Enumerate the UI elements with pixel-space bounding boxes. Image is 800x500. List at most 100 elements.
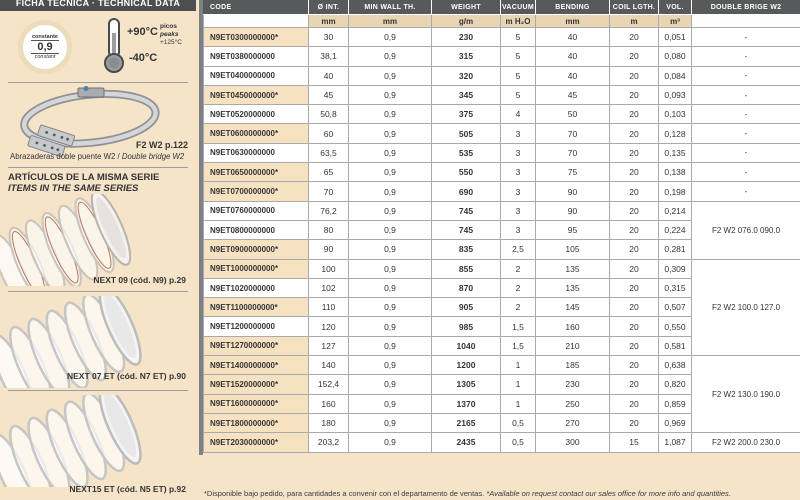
spec-cell: 0,103 <box>658 104 692 125</box>
code-cell: N9ET0300000000* <box>203 26 309 48</box>
code-cell: N9ET1800000000* <box>203 412 309 434</box>
col-header-bending: BENDING <box>535 0 610 15</box>
spec-cell: 210 <box>535 335 610 357</box>
code-cell: N9ET0700000000* <box>203 181 309 202</box>
spec-cell: 20 <box>609 335 659 357</box>
spec-cell: 855 <box>431 258 501 279</box>
spec-cell: 20 <box>609 277 659 299</box>
spec-cell: 3 <box>500 219 536 241</box>
col-header-weight: WEIGHT <box>431 0 501 15</box>
spec-cell: 0,859 <box>658 393 692 414</box>
spec-cell: 135 <box>535 258 610 279</box>
temp-min: -40°C <box>129 52 158 64</box>
technical-data-header: FICHA TÉCNICA · TECHNICAL DATA <box>0 0 196 11</box>
spec-cell: 45 <box>308 84 349 106</box>
spec-cell: 0,9 <box>348 355 432 376</box>
spec-cell: 20 <box>609 26 659 48</box>
bridge-cell: - <box>691 46 800 67</box>
footnote-en: *Available on request contact our sales … <box>486 489 731 498</box>
spec-cell: 20 <box>609 65 659 86</box>
spec-cell: 690 <box>431 181 501 202</box>
code-cell: N9ET0400000000 <box>203 65 309 86</box>
spec-cell: 20 <box>609 46 659 67</box>
spec-cell: 20 <box>609 219 659 241</box>
technical-data-title: FICHA TÉCNICA · TECHNICAL DATA <box>15 0 181 8</box>
spec-table: CODE Ø INT. MIN WALL TH. WEIGHT VACUUM B… <box>203 0 800 453</box>
table-row: N9ET0630000000 63,5 0,9 535 3 70 20 0,135- <box>203 142 800 164</box>
table-row: N9ET1000000000* 100 0,9 855 2 135 20 0,309 F2 W2… <box>203 258 800 357</box>
spec-cell: 1040 <box>431 335 501 357</box>
table-row: N9ET0300000000* 30 0,9 230 5 40 20 0,051- <box>203 26 800 48</box>
code-cell: N9ET1520000000* <box>203 374 309 395</box>
divider <box>8 82 188 83</box>
series-item-next07et: NEXT 07 ET (cód. N7 ET) p.90 <box>66 371 186 381</box>
table-units-row: mm mm g/m m H₂O mm m m³ <box>203 14 800 28</box>
spec-cell: 0,315 <box>658 277 692 299</box>
spec-cell: 40 <box>535 65 610 86</box>
spec-cell: 870 <box>431 277 501 299</box>
spec-cell: 0,281 <box>658 239 692 260</box>
unit-cell <box>203 14 309 28</box>
spec-cell: 0,9 <box>348 219 432 241</box>
table-row: N9ET1520000000* 152,4 0,9 1305 1 230 20 0,820 <box>203 374 800 395</box>
clamp-caption: Abrazaderas doble puente W2 / Double bri… <box>10 152 192 161</box>
spec-cell: 0,9 <box>348 316 432 337</box>
spec-cell: 20 <box>609 374 659 395</box>
spec-cell: 76,2 <box>308 200 349 221</box>
spec-cell: 30 <box>308 26 349 48</box>
table-row: N9ET0900000000* 90 0,9 835 2,5 105 20 0,281 <box>203 239 800 260</box>
spec-cell: 0,9 <box>348 432 432 453</box>
code-cell: N9ET1270000000* <box>203 335 309 357</box>
spec-cell: 127 <box>308 335 349 357</box>
spec-cell: 230 <box>535 374 610 395</box>
spec-cell: 120 <box>308 316 349 337</box>
spec-cell: 505 <box>431 123 501 144</box>
unit-cell: mm <box>535 14 610 28</box>
table-row: N9ET1100000000* 110 0,9 905 2 145 20 0,507 <box>203 297 800 318</box>
spec-cell: 90 <box>535 181 610 202</box>
unit-cell: m <box>609 14 659 28</box>
spec-cell: 745 <box>431 219 501 241</box>
table-row: N9ET1270000000* 127 0,9 1040 1,5 210 20 0,581 <box>203 335 800 357</box>
spec-cell: 0,9 <box>348 412 432 434</box>
spec-cell: 0,309 <box>658 258 692 279</box>
spec-cell: 45 <box>535 84 610 106</box>
code-cell: N9ET1100000000* <box>203 297 309 318</box>
spec-cell: 70 <box>535 123 610 144</box>
spec-cell: 0,198 <box>658 181 692 202</box>
table-row: N9ET1800000000* 180 0,9 2165 0,5 270 20 0,969 <box>203 412 800 434</box>
spec-cell: 0,5 <box>500 412 536 434</box>
spec-cell: 745 <box>431 200 501 221</box>
bridge-cell: - <box>691 65 800 86</box>
spec-cell: 102 <box>308 277 349 299</box>
spec-cell: 1370 <box>431 393 501 414</box>
spec-cell: 50 <box>535 104 610 125</box>
spec-cell: 0,550 <box>658 316 692 337</box>
footnote: *Disponible bajo pedido, para cantidades… <box>204 489 798 498</box>
spec-cell: 0,9 <box>348 335 432 357</box>
spec-cell: 0,9 <box>348 46 432 67</box>
spec-cell: 20 <box>609 200 659 221</box>
spec-cell: 0,080 <box>658 46 692 67</box>
spec-cell: 0,9 <box>348 393 432 414</box>
spec-cell: 0,9 <box>348 162 432 183</box>
spec-cell: 0,9 <box>348 277 432 299</box>
spec-cell: 80 <box>308 219 349 241</box>
col-header-double-bridge: DOUBLE BRIGE W2 <box>691 0 800 15</box>
spec-cell: 320 <box>431 65 501 86</box>
spec-cell: 0,9 <box>348 200 432 221</box>
spec-cell: 20 <box>609 142 659 164</box>
unit-cell: g/m <box>431 14 501 28</box>
table-row: N9ET1200000000 120 0,9 985 1,5 160 20 0,550 <box>203 316 800 337</box>
spec-cell: 2165 <box>431 412 501 434</box>
code-cell: N9ET0380000000 <box>203 46 309 67</box>
spec-cell: 65 <box>308 162 349 183</box>
spec-cell: 985 <box>431 316 501 337</box>
code-cell: N9ET1600000000* <box>203 393 309 414</box>
spec-cell: 250 <box>535 393 610 414</box>
spec-cell: 0,224 <box>658 219 692 241</box>
code-cell: N9ET0760000000 <box>203 200 309 221</box>
spec-cell: 375 <box>431 104 501 125</box>
spec-cell: 5 <box>500 46 536 67</box>
table-row: N9ET0700000000* 70 0,9 690 3 90 20 0,198- <box>203 181 800 202</box>
